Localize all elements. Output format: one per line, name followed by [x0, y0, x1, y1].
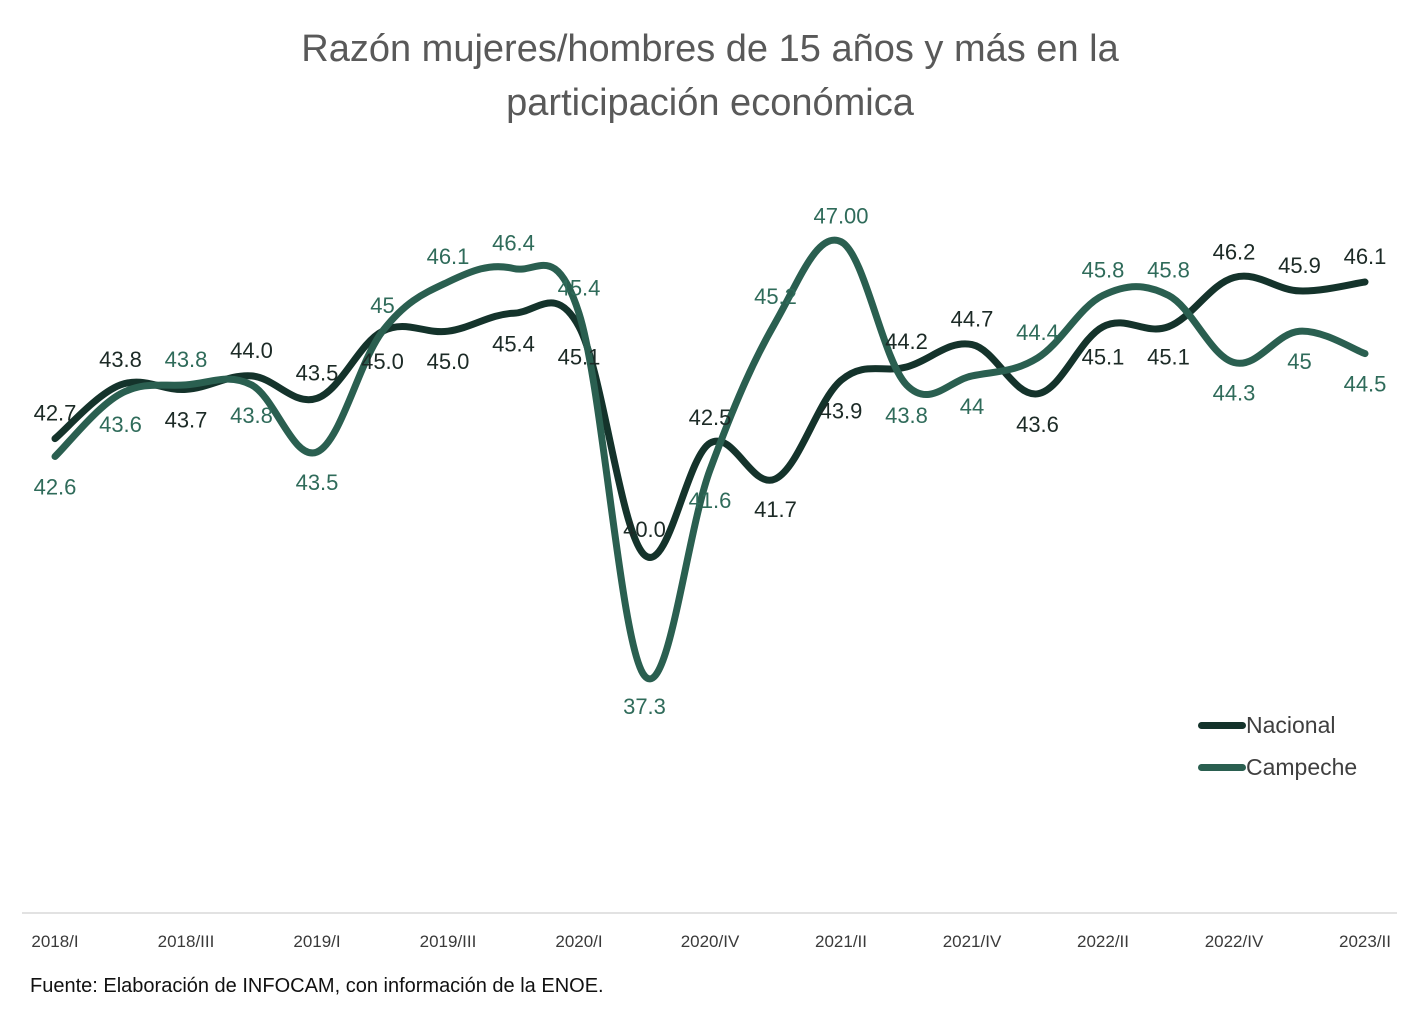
- x-tick-label-16: 2022/II: [1077, 932, 1129, 951]
- x-tick-label-20: 2023/II: [1339, 932, 1391, 951]
- data-label-campeche-1: 43.6: [99, 412, 142, 437]
- legend-label-nacional: Nacional: [1246, 711, 1336, 738]
- data-label-nacional-15: 43.6: [1016, 412, 1059, 437]
- data-label-campeche-12: 47.00: [813, 204, 868, 229]
- data-label-campeche-11: 45.2: [754, 284, 797, 309]
- data-label-nacional-13: 44.2: [885, 329, 928, 354]
- data-label-campeche-20: 44.5: [1344, 372, 1387, 397]
- x-tick-label-4: 2019/I: [293, 932, 340, 951]
- data-label-campeche-4: 43.5: [296, 470, 339, 495]
- series-layer: [51, 236, 1369, 683]
- source-note: Fuente: Elaboración de INFOCAM, con info…: [30, 975, 604, 997]
- data-label-campeche-16: 45.8: [1082, 257, 1125, 282]
- x-tick-label-0: 2018/I: [31, 932, 78, 951]
- data-label-campeche-13: 43.8: [885, 403, 928, 428]
- series-line-nacional: [51, 272, 1369, 561]
- data-label-nacional-9: 40.0: [623, 517, 666, 542]
- x-tick-label-10: 2020/IV: [681, 932, 740, 951]
- data-label-nacional-1: 43.8: [99, 347, 142, 372]
- data-label-campeche-9: 37.3: [623, 694, 666, 719]
- data-label-campeche-19: 45: [1287, 349, 1311, 374]
- data-label-nacional-16: 45.1: [1082, 345, 1125, 370]
- x-tick-label-2: 2018/III: [158, 932, 215, 951]
- data-label-nacional-17: 45.1: [1147, 345, 1190, 370]
- x-tick-label-8: 2020/I: [555, 932, 602, 951]
- chart-title: Razón mujeres/hombres de 15 años y más e…: [0, 22, 1420, 130]
- data-label-layer: 42.7 43.8 43.7 44.0 43.5 45.0 45.0 45.4 45.1 40.0…: [34, 204, 1387, 719]
- legend-item-campeche: Campeche: [1198, 746, 1357, 788]
- data-label-campeche-0: 42.6: [34, 475, 77, 500]
- data-label-campeche-8: 45.4: [558, 275, 601, 300]
- data-label-campeche-18: 44.3: [1213, 381, 1256, 406]
- x-tick-label-6: 2019/III: [420, 932, 477, 951]
- legend-swatch-nacional: [1198, 721, 1246, 729]
- chart-title-line1: Razón mujeres/hombres de 15 años y más e…: [301, 28, 1119, 70]
- x-tick-label-14: 2021/IV: [943, 932, 1002, 951]
- data-label-nacional-10: 42.5: [689, 405, 732, 430]
- data-label-campeche-6: 46.1: [427, 244, 470, 269]
- x-tick-label-18: 2022/IV: [1205, 932, 1264, 951]
- data-label-campeche-15: 44.4: [1016, 320, 1059, 345]
- data-label-campeche-7: 46.4: [492, 231, 535, 256]
- data-label-nacional-4: 43.5: [296, 360, 339, 385]
- series-line-campeche: [51, 236, 1369, 683]
- data-label-campeche-2: 43.8: [165, 347, 208, 372]
- x-tick-label-12: 2021/II: [815, 932, 867, 951]
- data-label-nacional-18: 46.2: [1213, 240, 1256, 265]
- data-label-nacional-5: 45.0: [361, 349, 404, 374]
- legend-item-nacional: Nacional: [1198, 704, 1357, 746]
- data-label-nacional-19: 45.9: [1278, 253, 1321, 278]
- data-label-campeche-17: 45.8: [1147, 257, 1190, 282]
- data-label-nacional-3: 44.0: [230, 338, 273, 363]
- chart-title-line2: participación económica: [506, 82, 914, 124]
- data-label-nacional-6: 45.0: [427, 349, 470, 374]
- x-tick-layer: 2018/I 2018/III 2019/I 2019/III 2020/I 2020/I…: [31, 932, 1391, 951]
- data-label-nacional-7: 45.4: [492, 331, 535, 356]
- data-label-nacional-20: 46.1: [1344, 244, 1387, 269]
- data-label-nacional-11: 41.7: [754, 497, 797, 522]
- data-label-nacional-14: 44.7: [951, 307, 994, 332]
- legend-label-campeche: Campeche: [1246, 753, 1358, 780]
- data-label-nacional-12: 43.9: [820, 398, 863, 423]
- data-label-nacional-8: 45.1: [558, 345, 601, 370]
- legend: Nacional Campeche: [1198, 704, 1357, 788]
- data-label-nacional-0: 42.7: [34, 401, 77, 426]
- data-label-campeche-5: 45: [370, 293, 394, 318]
- data-label-campeche-14: 44: [960, 394, 984, 419]
- legend-swatch-campeche: [1198, 763, 1246, 771]
- data-label-campeche-3: 43.8: [230, 403, 273, 428]
- data-label-nacional-2: 43.7: [165, 407, 208, 432]
- data-label-campeche-10: 41.6: [689, 488, 732, 513]
